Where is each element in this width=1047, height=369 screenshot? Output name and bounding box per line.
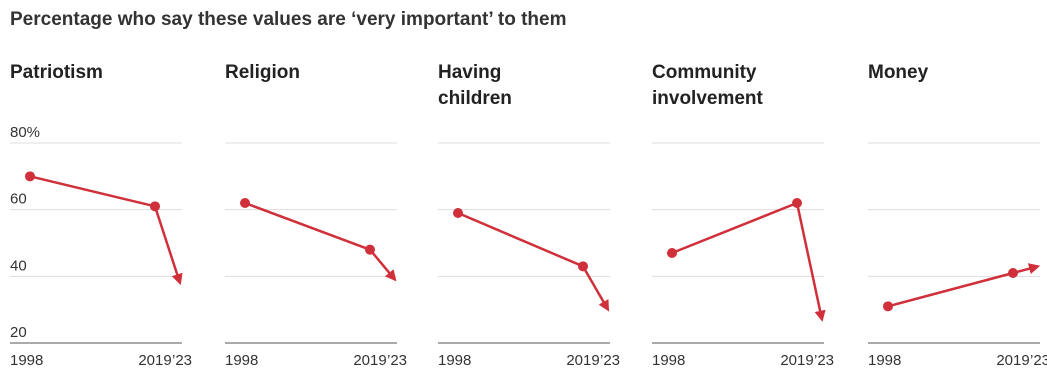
data-point (1008, 268, 1018, 278)
x-tick-label: 1998 (868, 352, 901, 369)
series-line (29, 175, 156, 208)
projection-arrow (795, 202, 826, 322)
series-line (887, 271, 1014, 308)
x-tick-label: 2019 (566, 352, 599, 369)
data-point (150, 201, 160, 212)
x-tick-label: 1998 (438, 352, 471, 369)
y-tick-label: 60 (10, 191, 27, 208)
x-tick-label: 2019 (780, 352, 813, 369)
data-point (240, 198, 250, 208)
panel-title: involvement (652, 88, 764, 109)
x-tick-label: ’23 (600, 352, 620, 369)
x-tick-label: 1998 (652, 352, 685, 369)
panel-title: Having (438, 62, 501, 83)
panel-title: Money (868, 62, 929, 83)
x-tick-label: ’23 (1030, 352, 1047, 369)
data-point (578, 261, 588, 272)
x-tick-label: ’23 (172, 352, 192, 369)
x-tick-label: 2019 (353, 352, 386, 369)
data-point (883, 301, 893, 312)
series-line (671, 201, 798, 255)
panel-title: children (438, 88, 512, 109)
series-line (244, 201, 371, 251)
x-tick-label: 1998 (10, 352, 43, 369)
projection-arrow (581, 265, 610, 312)
data-point (25, 171, 35, 182)
data-point (365, 244, 375, 255)
x-tick-label: 2019 (138, 352, 171, 369)
projection-arrow (369, 248, 397, 282)
panel-title: Patriotism (10, 62, 103, 83)
x-tick-label: ’23 (387, 352, 407, 369)
data-point (453, 208, 463, 218)
x-tick-label: 1998 (225, 352, 258, 369)
y-tick-label: 20 (10, 324, 27, 341)
data-point (667, 248, 677, 258)
x-tick-label: 2019 (996, 352, 1029, 369)
projection-arrow (153, 205, 183, 286)
series-line (457, 211, 584, 268)
panel-title: Religion (225, 62, 300, 83)
data-point (792, 198, 802, 208)
x-tick-label: ’23 (814, 352, 834, 369)
chart-title: Percentage who say these values are ‘ver… (10, 9, 567, 30)
y-tick-label: 40 (10, 257, 27, 274)
y-tick-label: 80% (10, 124, 40, 141)
panel-title: Community (652, 62, 757, 83)
